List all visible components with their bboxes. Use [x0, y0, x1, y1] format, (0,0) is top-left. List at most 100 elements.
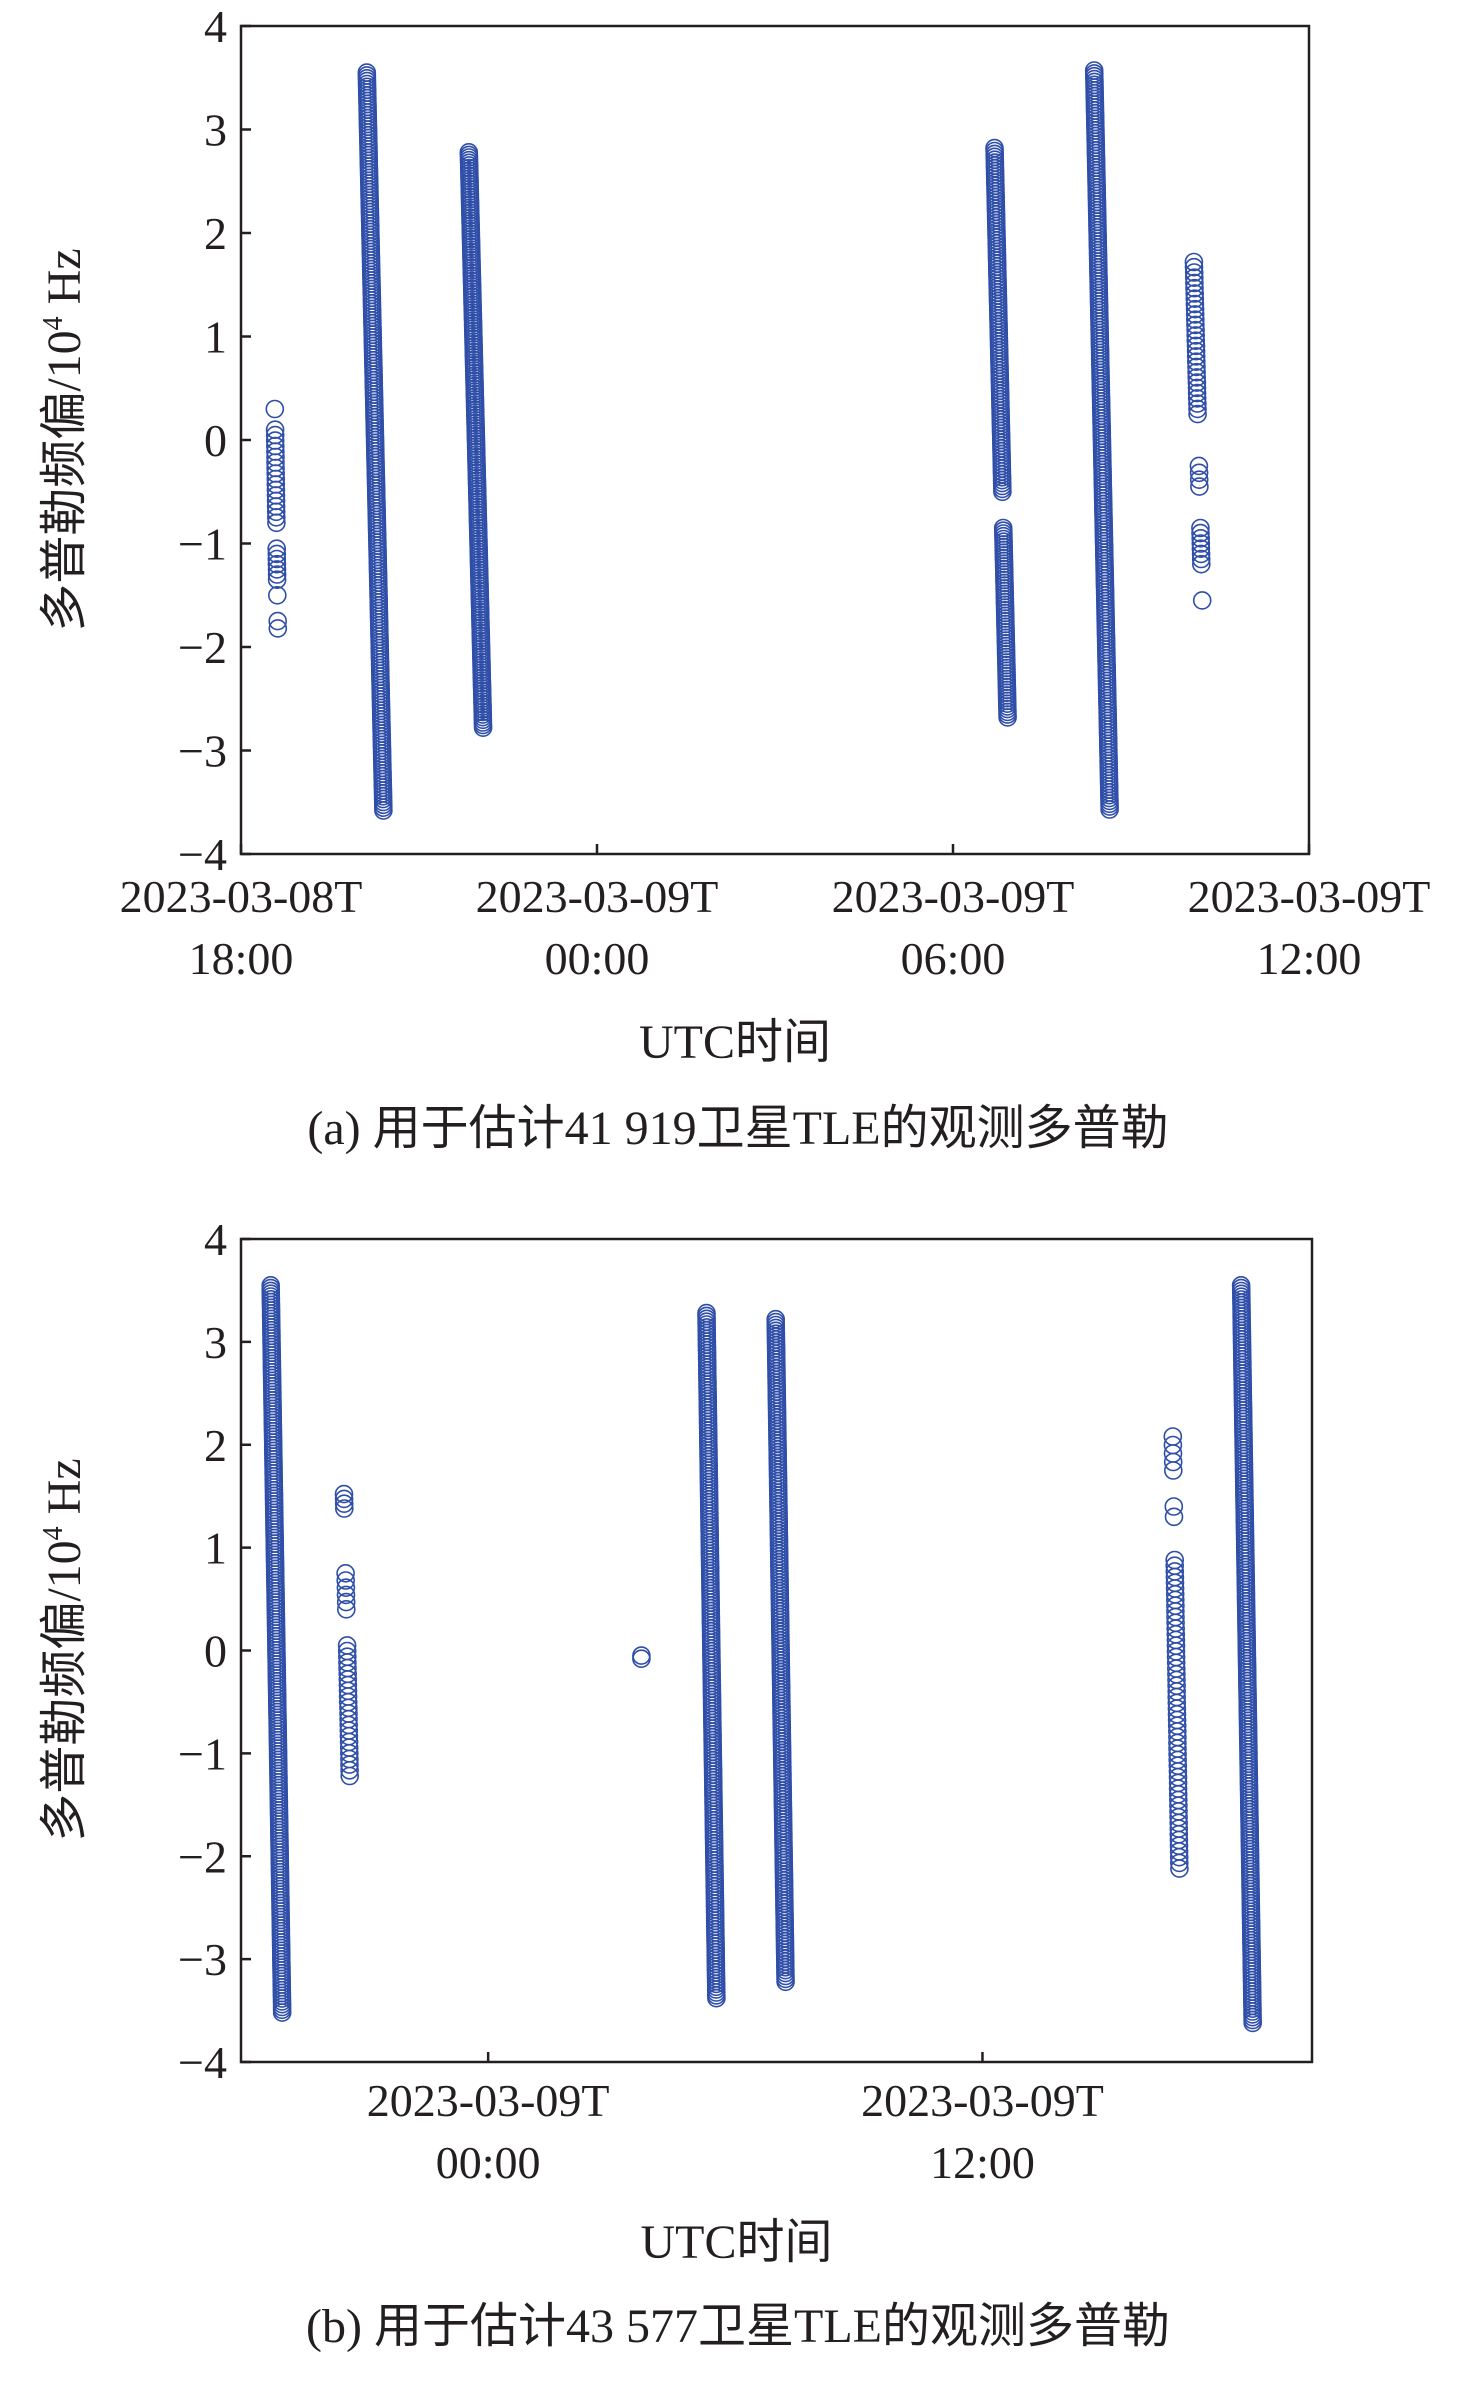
- data-point-pass-6: [1185, 273, 1204, 293]
- data-points: [261, 1276, 1262, 2033]
- y-tick-label: 2: [204, 208, 227, 259]
- y-axis-label-exponent: 4: [38, 1526, 69, 1540]
- data-point-pass-2: [334, 1499, 354, 1518]
- data-point-pass-6: [1184, 263, 1204, 282]
- data-point-pass-2: [336, 1571, 356, 1590]
- data-point-pass-1: [265, 399, 285, 419]
- data-point-pass-6: [1187, 378, 1207, 398]
- x-tick-label-date: 2023-03-09T: [832, 871, 1075, 922]
- data-point-pass-6: [1185, 268, 1204, 288]
- data-point-pass-6: [1187, 373, 1207, 392]
- x-tick-label-time: 18:00: [189, 933, 294, 984]
- y-tick-label: 0: [204, 415, 227, 466]
- data-point-pass-6: [1191, 549, 1211, 569]
- data-point-pass-3: [632, 1649, 651, 1668]
- data-point-pass-2: [334, 1484, 354, 1504]
- x-tick-label-time: 00:00: [436, 2137, 541, 2188]
- data-point-pass-6: [1185, 294, 1205, 314]
- data-point-pass-6: [1164, 1497, 1184, 1516]
- data-point-pass-6: [1189, 463, 1209, 483]
- data-point-pass-4: [707, 1988, 726, 2008]
- data-point-pass-6: [1164, 1461, 1183, 1480]
- data-point-pass-6: [1185, 305, 1205, 324]
- data-point-pass-1: [267, 560, 287, 579]
- data-point-pass-6: [1186, 320, 1205, 340]
- figure-caption: (b) 用于估计43 577卫星TLE的观测多普勒: [306, 2300, 1170, 2353]
- y-tick-label: 1: [204, 1523, 227, 1574]
- data-point-pass-6: [1185, 299, 1205, 319]
- data-point-pass-5: [776, 1972, 795, 1992]
- x-tick-label-date: 2023-03-08T: [120, 871, 363, 922]
- data-point-pass-6: [1185, 289, 1205, 309]
- data-point-pass-6: [1188, 394, 1207, 413]
- x-tick-label-time: 12:00: [930, 2137, 1035, 2188]
- x-axis-label: UTC时间: [639, 1016, 831, 1069]
- data-point-pass-6: [1163, 1452, 1183, 1472]
- data-point-pass-2: [334, 1494, 354, 1513]
- data-point-pass-6: [1192, 554, 1211, 574]
- y-axis-label-unit: Hz: [38, 1458, 91, 1526]
- y-axis-label: 多普勒频偏/104 Hz: [38, 1458, 91, 1841]
- data-point-pass-6: [1189, 456, 1209, 476]
- data-point-pass-1: [267, 544, 287, 564]
- data-point-pass-2: [340, 1761, 359, 1780]
- data-point-pass-1: [266, 507, 286, 527]
- data-point-pass-6: [1188, 399, 1207, 419]
- data-point-pass-2: [336, 1600, 356, 1619]
- data-point-pass-6: [1185, 284, 1204, 303]
- data-point-pass-6: [1186, 347, 1206, 366]
- data-point-pass-6: [1187, 357, 1206, 377]
- x-tick-label-time: 00:00: [545, 933, 650, 984]
- data-point-pass-6: [1190, 477, 1209, 496]
- data-point-pass-4: [998, 708, 1017, 727]
- data-point-pass-6: [1184, 257, 1204, 277]
- data-point-pass-1: [267, 554, 287, 574]
- data-point-pass-6: [1186, 331, 1206, 351]
- data-point-pass-2: [336, 1585, 356, 1605]
- figure-caption: (a) 用于估计41 919卫星TLE的观测多普勒: [307, 1102, 1168, 1155]
- data-point-pass-1: [268, 611, 288, 631]
- data-point-pass-6: [1191, 539, 1211, 559]
- data-point-pass-2: [336, 1578, 356, 1597]
- data-points: [265, 61, 1212, 820]
- data-point-pass-6: [1187, 362, 1206, 382]
- y-tick-label: −2: [178, 1831, 227, 1882]
- y-tick-label: 4: [204, 1214, 227, 1265]
- y-axis-label: 多普勒频偏/104 Hz: [38, 248, 91, 631]
- chart-panel-b: 4 3 2 1 0 −1 −2 −3 −4 2023-03-09T 00:00 2023-03-09T…: [38, 1214, 1314, 2353]
- data-point-pass-3: [473, 718, 493, 738]
- data-point-pass-6: [1186, 310, 1205, 330]
- x-tick-label-date: 2023-03-09T: [476, 871, 719, 922]
- y-tick-label: 3: [204, 1317, 227, 1368]
- data-point-pass-2: [336, 1564, 355, 1583]
- y-tick-label: 2: [204, 1420, 227, 1471]
- x-tick-label-date: 2023-03-09T: [1188, 871, 1431, 922]
- data-point-pass-6: [1184, 252, 1204, 272]
- data-point-pass-6: [1186, 336, 1206, 356]
- data-point-pass-4: [993, 482, 1012, 502]
- data-point-pass-2: [336, 1592, 356, 1612]
- y-axis-label-main: 多普勒频偏/10: [38, 1540, 91, 1841]
- y-tick-label: −1: [178, 1728, 227, 1779]
- data-point-pass-2: [340, 1755, 359, 1774]
- data-point-pass-1: [267, 585, 287, 605]
- data-point-pass-1: [267, 539, 287, 559]
- y-tick-label: −4: [178, 2037, 227, 2088]
- data-point-pass-6: [1170, 1853, 1189, 1873]
- data-point-pass-6: [1164, 1507, 1184, 1527]
- data-point-pass-1: [267, 513, 286, 533]
- data-point-pass-6: [1191, 518, 1210, 538]
- data-point-pass-2: [334, 1489, 354, 1509]
- data-point-pass-6: [1187, 368, 1206, 387]
- data-point-pass-6: [1191, 534, 1211, 553]
- y-axis-label-unit: Hz: [38, 248, 91, 316]
- plot-frame: [239, 24, 1311, 856]
- y-axis-label-main: 多普勒频偏/10: [38, 330, 91, 631]
- data-point-pass-6: [1191, 544, 1211, 564]
- data-point-pass-6: [1189, 470, 1209, 490]
- y-tick-label: −3: [178, 1934, 227, 1985]
- data-point-pass-6: [1188, 404, 1207, 424]
- y-tick-label: 3: [204, 105, 227, 156]
- data-point-pass-6: [1186, 315, 1205, 335]
